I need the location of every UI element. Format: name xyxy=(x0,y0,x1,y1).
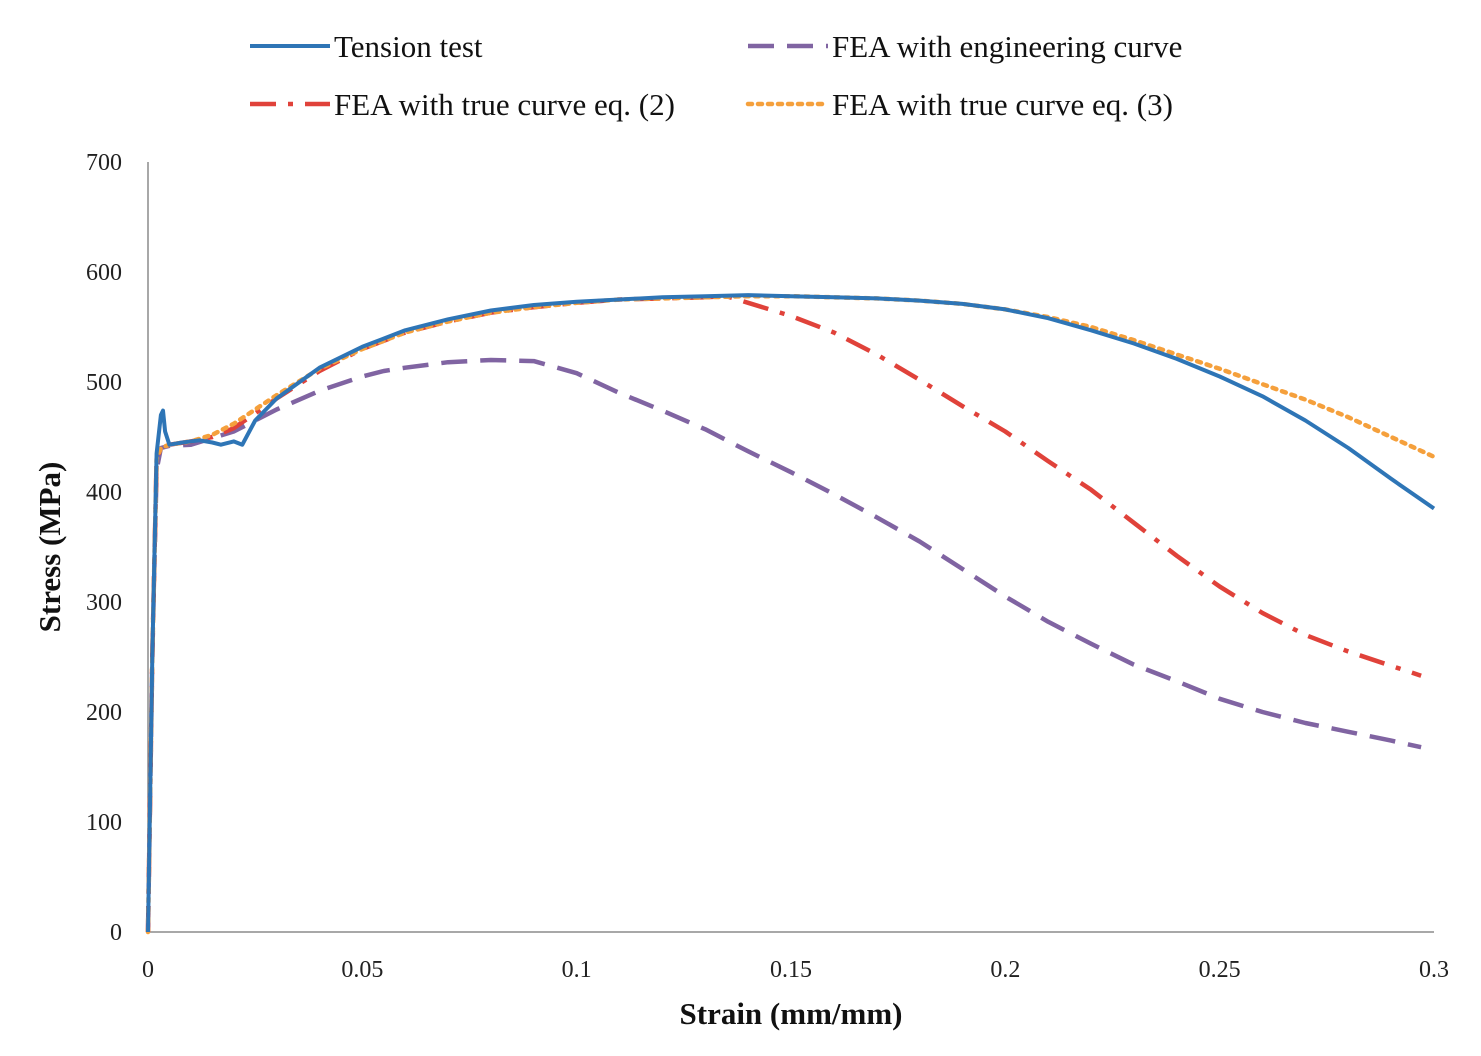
x-tick-label: 0.15 xyxy=(770,957,812,983)
series-line-4 xyxy=(145,293,1437,935)
legend-label-1: Tension test xyxy=(334,29,483,64)
y-tick-label: 200 xyxy=(86,700,122,726)
legend-label-4: FEA with true curve eq. (3) xyxy=(832,87,1173,122)
x-tick-label: 0 xyxy=(142,957,154,983)
x-tick-label: 0.1 xyxy=(562,957,592,983)
legend-label-3: FEA with true curve eq. (2) xyxy=(334,87,675,122)
y-tick-label: 500 xyxy=(86,370,122,396)
x-tick-label: 0.2 xyxy=(990,957,1020,983)
y-tick-label: 100 xyxy=(86,810,122,836)
series-group xyxy=(145,293,1437,935)
y-tick-label: 600 xyxy=(86,260,122,286)
series-line-3 xyxy=(145,293,1422,933)
y-tick-label: 400 xyxy=(86,480,122,506)
y-tick-label: 700 xyxy=(86,150,122,176)
axes: 0 100 200 300 400 500 600 700 0 0.05 0.1 0.15 0.2 0.2… xyxy=(86,150,1449,983)
y-tick-label: 300 xyxy=(86,590,122,616)
x-axis-title: Strain (mm/mm) xyxy=(680,996,903,1031)
y-tick-label: 0 xyxy=(110,920,122,946)
x-tick-label: 0.05 xyxy=(341,957,383,983)
series-line-1 xyxy=(146,293,1436,933)
x-tick-label: 0.25 xyxy=(1199,957,1241,983)
series-line-2 xyxy=(145,357,1422,933)
legend-label-2: FEA with engineering curve xyxy=(832,29,1182,64)
x-tick-label: 0.3 xyxy=(1419,957,1449,983)
y-axis-title: Stress (MPa) xyxy=(32,462,67,633)
legend: Tension test FEA with engineering curve FE… xyxy=(250,29,1182,122)
